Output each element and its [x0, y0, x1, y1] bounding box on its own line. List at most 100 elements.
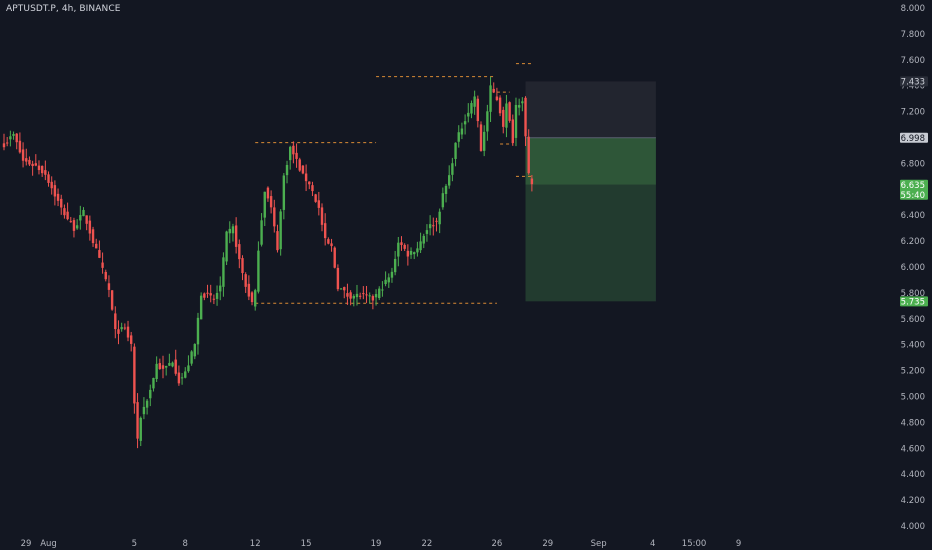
- candle-body: [231, 226, 235, 234]
- candle-body: [60, 198, 63, 208]
- countdown-label: 55:40: [901, 191, 926, 201]
- candle-body: [228, 228, 231, 234]
- candle-body: [479, 124, 483, 151]
- candle-body: [12, 134, 15, 136]
- symbol-title[interactable]: APTUSDT.P, 4h, BINANCE: [6, 4, 121, 14]
- candle-body: [339, 288, 343, 290]
- candle-body: [2, 143, 6, 148]
- candle-body: [114, 313, 117, 330]
- candle-body: [378, 288, 381, 299]
- candle-body: [155, 363, 158, 379]
- candle-body: [524, 97, 527, 137]
- candle-body: [190, 351, 193, 364]
- candle-body: [282, 175, 286, 210]
- candle-body: [104, 271, 107, 280]
- stop-zone: [525, 81, 656, 138]
- candle-body: [187, 365, 190, 372]
- candle-body: [91, 229, 95, 244]
- candle-body: [413, 252, 416, 255]
- candle-body: [495, 96, 499, 101]
- candle-body: [362, 293, 365, 295]
- candle-body: [238, 244, 241, 260]
- candle-body: [219, 285, 222, 292]
- candle-body: [66, 211, 69, 220]
- candle-body: [199, 295, 203, 320]
- candle-body: [130, 335, 133, 344]
- time-tick-label: 26: [491, 539, 502, 549]
- candlestick-series: [2, 76, 534, 449]
- candle-body: [349, 292, 352, 299]
- price-tick-label: 4.000: [901, 522, 925, 532]
- candle-body: [21, 149, 25, 161]
- price-label-box: [900, 132, 928, 143]
- candle-body: [139, 417, 142, 441]
- price-tick-label: 7.400: [901, 82, 925, 92]
- candle-body: [107, 283, 111, 290]
- candle-body: [314, 194, 317, 202]
- candle-body: [136, 402, 139, 439]
- candle-body: [374, 294, 378, 298]
- time-axis[interactable]: 29 Aug 5 8 12 15 19 22 26 29 Sep 4 15:00 9: [21, 539, 742, 549]
- price-tick-label: 4.200: [901, 496, 925, 506]
- candle-body: [276, 231, 279, 251]
- candle-body: [467, 112, 470, 117]
- candle-body: [505, 103, 508, 128]
- candle-body: [82, 209, 85, 217]
- candle-body: [250, 292, 254, 303]
- candle-body: [323, 223, 327, 239]
- candle-body: [40, 165, 44, 174]
- candle-body: [9, 136, 12, 140]
- candle-body: [203, 293, 206, 298]
- candle-body: [492, 88, 495, 93]
- candle-body: [142, 406, 146, 415]
- time-tick-label: 5: [132, 539, 137, 549]
- candle-body: [444, 185, 448, 194]
- candle-body: [489, 85, 492, 112]
- candle-body: [50, 181, 53, 189]
- candle-body: [72, 220, 76, 231]
- candle-body: [457, 132, 460, 142]
- candle-body: [368, 295, 371, 297]
- time-tick-label: 9: [736, 539, 741, 549]
- candle-body: [254, 290, 257, 307]
- candle-body: [460, 128, 464, 135]
- candle-body: [257, 250, 260, 292]
- candle-body: [174, 359, 177, 374]
- candle-body: [123, 327, 127, 329]
- time-tick-label: 22: [422, 539, 433, 549]
- time-tick-label: 29: [21, 539, 32, 549]
- time-tick-label: Sep: [591, 539, 607, 549]
- price-tick-label: 5.200: [901, 367, 925, 377]
- candle-body: [260, 220, 263, 245]
- candle-body: [110, 290, 114, 310]
- candle-body: [486, 111, 489, 132]
- candle-body: [269, 196, 273, 208]
- price-tick-label: 7.800: [901, 30, 925, 40]
- candle-body: [438, 211, 441, 225]
- price-tick-label: 7.600: [901, 56, 925, 66]
- price-tick-label: 4.400: [901, 470, 925, 480]
- candle-body: [511, 119, 514, 144]
- candle-body: [476, 98, 480, 122]
- position-zones: [525, 81, 656, 302]
- candle-body: [320, 207, 324, 225]
- candle-body: [336, 267, 340, 290]
- price-tick-label: 4.800: [901, 418, 925, 428]
- candle-body: [304, 173, 308, 182]
- candle-body: [311, 185, 314, 192]
- price-axis[interactable]: 8.0007.8007.6007.4007.2007.0006.8006.600…: [900, 4, 928, 532]
- candle-body: [406, 250, 410, 257]
- candle-body: [441, 193, 445, 208]
- price-tick-label: 5.400: [901, 341, 925, 351]
- candle-body: [397, 242, 400, 257]
- candle-body: [508, 102, 511, 121]
- price-tick-label: 4.600: [901, 444, 925, 454]
- candle-body: [234, 225, 238, 247]
- candle-body: [317, 200, 321, 208]
- candle-body: [69, 221, 72, 223]
- candle-body: [530, 178, 534, 185]
- candle-body: [75, 225, 79, 229]
- candle-body: [47, 174, 50, 183]
- candle-body: [435, 220, 438, 222]
